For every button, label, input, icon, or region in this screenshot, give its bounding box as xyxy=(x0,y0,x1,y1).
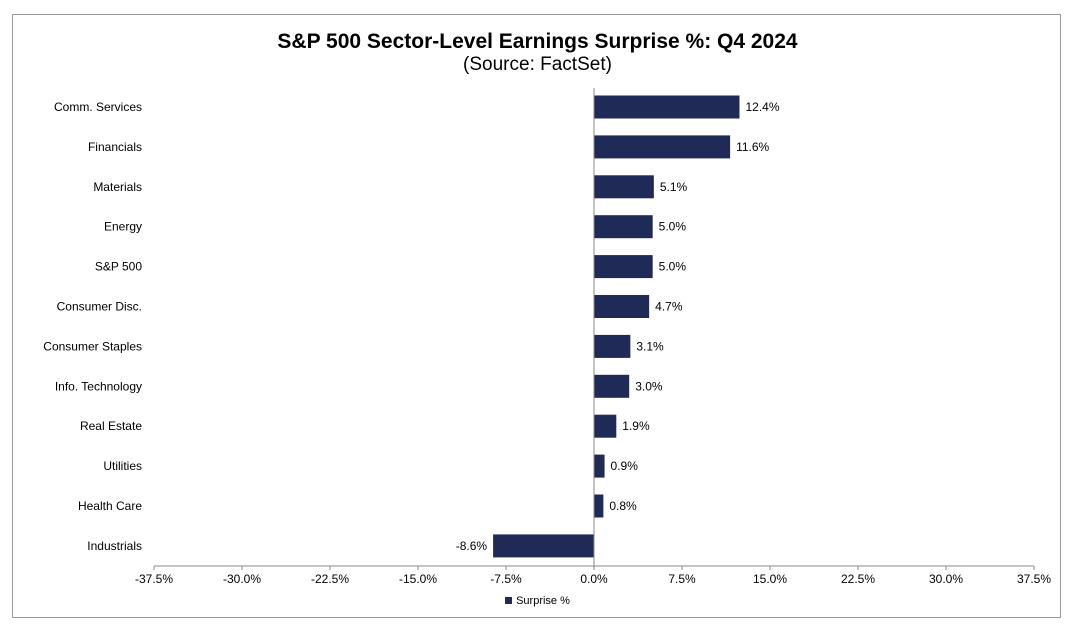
x-tick-label-2: -22.5% xyxy=(311,572,349,586)
legend-label: Surprise % xyxy=(516,595,570,607)
legend: Surprise % xyxy=(0,595,1075,607)
x-tick-label-4: -7.5% xyxy=(490,572,522,586)
x-tick-label-1: -30.0% xyxy=(223,572,261,586)
legend-swatch xyxy=(505,597,513,604)
x-tick-label-5: 0.0% xyxy=(580,572,608,586)
data-label-0: 12.4% xyxy=(745,100,779,114)
category-label-3: Energy xyxy=(104,220,142,234)
x-tick-label-6: 7.5% xyxy=(668,572,696,586)
data-label-6: 3.1% xyxy=(636,339,664,353)
data-label-9: 0.9% xyxy=(611,459,639,473)
bar-1 xyxy=(594,135,731,159)
category-label-0: Comm. Services xyxy=(54,100,142,114)
data-label-7: 3.0% xyxy=(635,379,663,393)
category-label-10: Health Care xyxy=(78,499,142,513)
data-label-1: 11.6% xyxy=(736,140,769,154)
chart-title: S&P 500 Sector-Level Earnings Surprise %… xyxy=(277,30,798,53)
data-label-10: 0.8% xyxy=(609,499,637,513)
chart-subtitle: (Source: FactSet) xyxy=(463,54,612,75)
bar-0 xyxy=(594,95,740,119)
bar-5 xyxy=(594,295,650,318)
x-tick-label-3: -15.0% xyxy=(399,572,437,586)
bar-8 xyxy=(594,414,617,438)
bar-6 xyxy=(594,334,631,358)
bar-10 xyxy=(594,494,604,518)
data-label-4: 5.0% xyxy=(659,260,687,274)
category-label-4: S&P 500 xyxy=(95,260,142,274)
x-tick-label-10: 37.5% xyxy=(1017,572,1051,586)
x-tick-label-0: -37.5% xyxy=(135,572,173,586)
bar-4 xyxy=(594,255,653,279)
category-label-2: Materials xyxy=(93,180,142,194)
data-label-8: 1.9% xyxy=(622,419,650,433)
category-label-11: Industrials xyxy=(87,539,142,553)
data-label-11: -8.6% xyxy=(456,539,488,553)
x-tick-label-9: 30.0% xyxy=(929,572,963,586)
bar-9 xyxy=(594,454,605,478)
category-label-8: Real Estate xyxy=(80,419,142,433)
category-label-9: Utilities xyxy=(103,459,142,473)
chart-frame xyxy=(12,14,1061,618)
x-tick-label-7: 15.0% xyxy=(753,572,787,586)
data-label-5: 4.7% xyxy=(655,300,683,314)
x-tick-label-8: 22.5% xyxy=(841,572,875,586)
category-label-6: Consumer Staples xyxy=(43,339,142,353)
bar-2 xyxy=(594,175,654,199)
category-label-5: Consumer Disc. xyxy=(57,300,142,314)
category-label-7: Info. Technology xyxy=(55,379,142,393)
category-label-1: Financials xyxy=(88,140,142,154)
data-label-2: 5.1% xyxy=(660,180,688,194)
data-label-3: 5.0% xyxy=(659,220,687,234)
bar-11 xyxy=(493,534,594,558)
bar-3 xyxy=(594,215,653,239)
bar-7 xyxy=(594,374,630,398)
